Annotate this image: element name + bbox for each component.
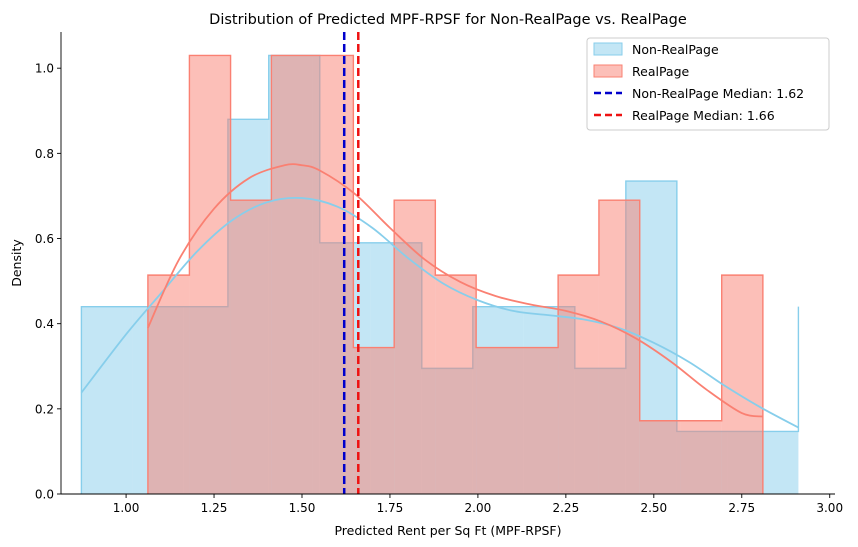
x-tick-label: 1.25 [201,501,228,515]
x-tick-label: 1.75 [377,501,404,515]
y-axis-ticks: 0.0 0.2 0.4 0.6 0.8 1.0 [35,62,61,502]
x-tick-label: 2.50 [640,501,667,515]
x-tick-label: 1.00 [113,501,140,515]
chart-title: Distribution of Predicted MPF-RPSF for N… [209,12,687,28]
realpage-bin [680,420,722,494]
realpage-kde-line [147,163,764,418]
realpage-bin [230,200,272,494]
x-tick-label: 2.00 [465,501,492,515]
realpage-bin [639,420,681,494]
x-tick-label: 3.00 [816,501,843,515]
histogram-bars [80,54,800,495]
realpage-bin [394,200,436,494]
y-tick-label: 1.0 [35,62,54,76]
realpage-bin [721,275,763,494]
realpage-bin [353,347,395,494]
x-tick-label: 1.50 [289,501,316,515]
realpage-bin [312,55,354,495]
median-lines [342,32,360,494]
realpage-histogram [147,54,764,495]
legend-label-non-realpage-median: Non-RealPage Median: 1.62 [632,86,804,101]
realpage-bin [598,200,640,494]
legend-label-realpage: RealPage [632,64,690,79]
x-tick-label: 2.75 [728,501,755,515]
y-tick-label: 0.0 [35,488,54,502]
y-axis-label: Density [9,239,24,287]
y-tick-label: 0.4 [35,317,54,331]
legend-label-non-realpage: Non-RealPage [632,42,719,57]
legend-frame [586,37,830,131]
realpage-bin [147,275,190,494]
realpage-bin [435,275,477,494]
kde-curves [80,163,799,429]
legend-label-realpage-median: RealPage Median: 1.66 [632,108,775,123]
realpage-bin [558,275,599,494]
realpage-bin [516,347,559,494]
x-axis-ticks: 1.00 1.25 1.50 1.75 2.00 2.25 2.50 2.75 3.00 [113,494,843,515]
realpage-bin [189,55,231,495]
realpage-step-outline [147,54,764,494]
legend-swatch-non-realpage [593,42,623,56]
x-tick-label: 2.25 [552,501,579,515]
non-realpage-kde-line [80,196,799,429]
y-tick-label: 0.8 [35,147,54,161]
y-tick-label: 0.2 [35,402,54,416]
y-tick-label: 0.6 [35,232,54,246]
realpage-bin [476,347,517,494]
x-axis-label: Predicted Rent per Sq Ft (MPF-RPSF) [334,523,561,538]
legend: Non-RealPage RealPage Non-RealPage Media… [586,37,830,131]
legend-swatch-realpage [593,64,623,78]
realpage-bin [271,55,313,495]
